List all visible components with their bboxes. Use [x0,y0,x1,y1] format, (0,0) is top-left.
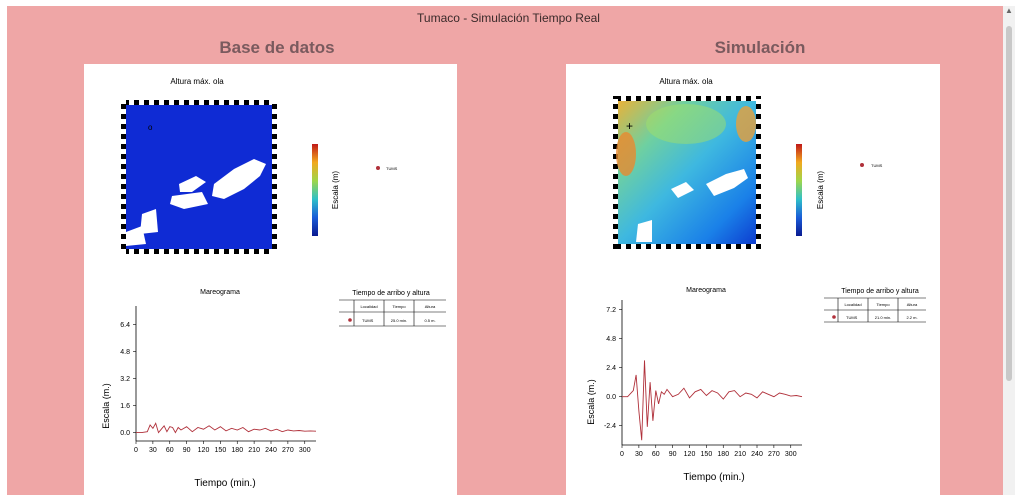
y-axis-label: Escala (m.) [101,383,111,429]
y-tick-label: 4.8 [606,336,616,343]
map-title: Altura máx. ola [659,77,713,86]
table-header-height: Altura [907,302,918,307]
y-tick-label: 0.0 [606,394,616,401]
y-axis-label: Escala (m.) [586,379,596,425]
y-tick-label: 0.0 [120,430,130,437]
land-island-2 [179,176,206,192]
vertical-scrollbar[interactable]: ▲ [1003,6,1015,495]
colorbar-label: Escala (m) [816,171,825,210]
x-tick-label: 120 [198,447,210,454]
colorbar [796,144,802,236]
x-tick-label: 180 [717,451,729,458]
scroll-up-icon[interactable]: ▲ [1005,6,1013,15]
section-title-database: Base de datos [219,38,335,57]
x-tick-label: 120 [684,451,696,458]
table-cell-height: 0.5 m. [424,318,435,323]
x-axis-label: Tiempo (min.) [194,478,255,489]
marigram-series-line [622,360,803,441]
y-tick-label: 1.6 [120,403,130,410]
x-tick-label: 210 [734,451,746,458]
land-coast [126,226,146,246]
table-header-time: Tiempo [876,302,890,307]
x-tick-label: 0 [134,447,138,454]
table-cell-time: 21.0 min. [875,315,891,320]
arrival-table: Localidad Tiempo Altura TUMS 21.0 min. 2… [824,297,926,323]
map-border-top [121,100,277,105]
x-tick-label: 90 [183,447,191,454]
map-title: Altura máx. ola [170,77,224,86]
marigram-title: Mareograma [686,287,726,294]
y-tick-label: 2.4 [606,365,616,372]
marigram-chart: 7.2 4.8 2.4 0.0 -2.4 0 30 60 90 120 150 180 210 240 27… [604,300,803,458]
x-axis-label: Tiempo (min.) [683,472,744,483]
x-tick-label: 300 [299,447,311,454]
table-header-locality: Localidad [360,304,377,309]
land-island-3 [170,192,208,209]
x-tick-label: 240 [265,447,277,454]
colorbar [312,144,318,236]
x-tick-label: 300 [785,451,797,458]
table-header-height: Altura [425,304,436,309]
table-title: Tiempo de arribo y altura [841,288,919,295]
station-label: TUMS [386,166,398,171]
database-card: Altura máx. ola o Escala (m) TUM [84,64,457,495]
table-cell-height: 2.2 m. [906,315,917,320]
arrival-table: Localidad Tiempo Altura TUMS 25.0 min. 0… [339,299,446,327]
map-border-right [272,100,277,254]
page-title: Tumaco - Simulación Tiempo Real [417,11,600,25]
x-tick-label: 150 [215,447,227,454]
colorbar-label: Escala (m) [331,171,340,210]
x-tick-label: 60 [652,451,660,458]
marigram-series-line [136,422,317,434]
y-tick-label: -2.4 [604,423,616,430]
marigram-chart: 6.4 4.8 3.2 1.6 0.0 0 30 60 90 120 150 180 210 240 270… [120,306,317,454]
y-tick-label: 3.2 [120,376,130,383]
x-tick-label: 150 [701,451,713,458]
land-island-1 [212,159,266,199]
x-tick-label: 210 [248,447,260,454]
x-tick-label: 240 [751,451,763,458]
y-tick-label: 4.8 [120,349,130,356]
simulation-figure: Altura máx. ola + Escala (m) TUMS Mareog… [586,77,926,483]
y-tick-label: 6.4 [120,322,130,329]
x-tick-label: 60 [166,447,174,454]
x-tick-label: 0 [620,451,624,458]
table-header-time: Tiempo [392,304,406,309]
x-tick-label: 30 [635,451,643,458]
database-figure: Altura máx. ola o Escala (m) TUM [101,77,446,489]
station-marker [376,166,380,170]
table-title: Tiempo de arribo y altura [352,290,430,297]
section-title-simulation: Simulación [714,38,806,57]
map-marker: + [626,119,633,133]
map-border-bottom [121,249,277,254]
main-panel: Tumaco - Simulación Tiempo Real Base de … [7,6,1003,495]
table-cell-locality: TUMS [846,315,858,320]
y-tick-label: 7.2 [606,307,616,314]
x-tick-label: 30 [149,447,157,454]
x-tick-label: 270 [282,447,294,454]
scrollbar-thumb[interactable] [1006,26,1012,381]
map-border-left [121,100,126,254]
station-marker [860,163,864,167]
x-tick-label: 270 [768,451,780,458]
table-cell-time: 25.0 min. [391,318,407,323]
simulation-card: Altura máx. ola + Escala (m) TUMS Mareog… [566,64,940,495]
x-tick-label: 90 [669,451,677,458]
marigram-title: Mareograma [200,289,240,296]
table-header-locality: Localidad [844,302,861,307]
land-island-4 [140,209,158,234]
station-label: TUMS [871,163,883,168]
table-cell-locality: TUMS [362,318,374,323]
x-tick-label: 180 [231,447,243,454]
map-marker: o [148,123,153,132]
